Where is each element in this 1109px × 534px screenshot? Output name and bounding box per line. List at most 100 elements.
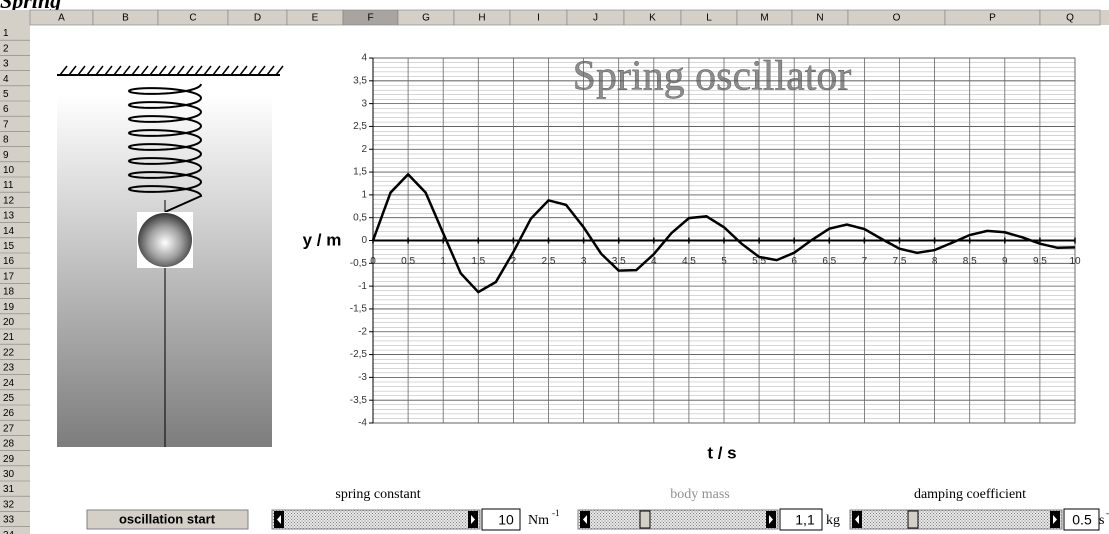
- body-mass-value[interactable]: 1,1: [795, 512, 815, 528]
- hatch-stroke: [77, 65, 86, 76]
- row-header-label: 23: [3, 363, 15, 374]
- y-tick-label: -0,5: [350, 258, 368, 269]
- row-header-label: 16: [3, 256, 15, 267]
- hatch-stroke: [95, 65, 104, 76]
- row-header-label: 14: [3, 226, 15, 237]
- y-tick-label: 3,5: [353, 75, 367, 86]
- start-button-label[interactable]: oscillation start: [119, 511, 216, 526]
- spring-constant-unit-exp: -1: [552, 508, 560, 518]
- y-tick-label: -2: [358, 326, 367, 337]
- row-header-label: 8: [3, 135, 9, 146]
- row-header-label: 6: [3, 104, 9, 115]
- x-tick-label: 5: [721, 256, 727, 267]
- column-header-label: K: [649, 13, 656, 24]
- column-header: [1039, 9, 1101, 26]
- column-header-label: B: [122, 13, 129, 24]
- scroll-thumb[interactable]: [639, 510, 651, 529]
- damping-value[interactable]: 0.5: [1072, 512, 1092, 528]
- row-header-label: 5: [3, 89, 9, 100]
- row-header-label: 10: [3, 165, 15, 176]
- y-tick-label: 4: [361, 53, 367, 64]
- y-tick-label: 1: [361, 190, 367, 201]
- row-header-label: 11: [3, 180, 14, 191]
- x-tick-label: 1,5: [471, 256, 485, 267]
- spring-coil: [127, 83, 203, 213]
- hatch-stroke: [275, 65, 284, 76]
- arrow: [583, 515, 587, 524]
- chart: Spring oscillator y / m t / s -4 -3,5 -3 -2…: [303, 53, 1081, 463]
- row-header-label: 2: [3, 43, 9, 54]
- row-header-label: 7: [3, 119, 9, 130]
- column-header-label: I: [537, 13, 540, 24]
- column-header-label: H: [478, 13, 485, 24]
- column-header-label: C: [189, 13, 196, 24]
- hatch-stroke: [122, 65, 131, 76]
- scrollbar-track[interactable]: [849, 509, 1063, 530]
- hatch-stroke: [203, 65, 212, 76]
- row-header-label: 29: [3, 454, 15, 465]
- x-tick-label: 2: [511, 256, 517, 267]
- hatch-stroke: [149, 65, 158, 76]
- column-header-label: G: [422, 13, 430, 24]
- arrow: [855, 515, 859, 524]
- row-header-label: 26: [3, 408, 15, 419]
- hatch-stroke: [158, 65, 167, 76]
- damping-box[interactable]: [1063, 508, 1100, 531]
- y-tick-label: -3,5: [350, 395, 368, 406]
- arrow: [769, 515, 773, 524]
- damping-label: damping coefficient: [914, 487, 1026, 502]
- damping-unit-exp: -1: [1106, 508, 1109, 518]
- row-header-label: 12: [3, 195, 15, 206]
- x-tick-label: 6,5: [822, 256, 836, 267]
- hatch-stroke: [230, 65, 239, 76]
- row-header-label: 24: [3, 378, 15, 389]
- row-header-label: 28: [3, 439, 15, 450]
- y-tick-label: 0,5: [353, 212, 367, 223]
- x-tick-label: 7,5: [893, 256, 907, 267]
- row-header-label: 31: [3, 484, 15, 495]
- scrollbar-track[interactable]: [577, 509, 779, 530]
- y-tick-label: -3: [358, 372, 367, 383]
- start-button[interactable]: [86, 509, 249, 530]
- row-header-label: 15: [3, 241, 15, 252]
- row-header-label: 9: [3, 150, 9, 161]
- hatch-stroke: [86, 65, 95, 76]
- y-tick-label: -1,5: [350, 304, 368, 315]
- hatch-stroke: [212, 65, 221, 76]
- y-tick-label: 2,5: [353, 121, 367, 132]
- x-tick-label: 1: [440, 256, 446, 267]
- row-header-bar: [0, 10, 30, 534]
- body-mass-box[interactable]: [779, 508, 823, 531]
- body-mass-label: body mass: [670, 487, 730, 502]
- row-header-label: 22: [3, 347, 15, 358]
- column-header-label: O: [893, 13, 901, 24]
- x-axis-label: t / s: [707, 443, 736, 462]
- y-tick-label: 1,5: [353, 167, 367, 178]
- spring-constant-box[interactable]: [481, 508, 521, 531]
- row-header-label: 4: [3, 74, 9, 85]
- y-tick-label: 3: [361, 98, 367, 109]
- hatch-stroke: [68, 65, 77, 76]
- spring-constant-value[interactable]: 10: [498, 512, 514, 528]
- x-tick-label: 9: [1002, 256, 1008, 267]
- column-header-label: Q: [1066, 13, 1074, 24]
- column-header-label: E: [312, 13, 319, 24]
- hatch-stroke: [167, 65, 176, 76]
- x-tick-label: 6: [791, 256, 797, 267]
- scrollbar-track[interactable]: [271, 509, 481, 530]
- hatch-stroke: [185, 65, 194, 76]
- column-header-label: P: [989, 13, 996, 24]
- y-tick-label: -4: [358, 418, 367, 429]
- row-header-label: 30: [3, 469, 15, 480]
- row-header-label: 33: [3, 515, 15, 526]
- column-header-label: N: [816, 13, 823, 24]
- row-header-label: 17: [3, 271, 15, 282]
- ceiling-hatch: [59, 65, 284, 76]
- x-tick-label: 8: [932, 256, 938, 267]
- x-tick-label: 3: [581, 256, 587, 267]
- row-header-label: 27: [3, 423, 15, 434]
- x-tick-label: 9,5: [1033, 256, 1047, 267]
- scroll-thumb[interactable]: [907, 510, 919, 529]
- body-mass-unit: kg: [826, 513, 840, 528]
